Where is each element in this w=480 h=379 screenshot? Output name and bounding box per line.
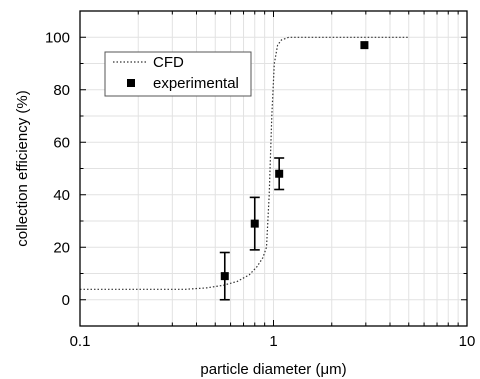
plot-content	[80, 36, 409, 301]
y-tick-label: 40	[53, 187, 70, 204]
y-tick-label: 0	[62, 292, 70, 309]
experimental-point	[250, 219, 259, 228]
x-tick-label: 10	[459, 333, 476, 350]
x-axis-title: particle diameter (μm)	[200, 361, 346, 378]
experimental-point	[360, 41, 369, 50]
y-tick-label: 80	[53, 82, 70, 99]
legend-cfd-label: CFD	[153, 54, 184, 71]
y-tick-label: 60	[53, 134, 70, 151]
y-axis-title: collection efficiency (%)	[14, 90, 31, 246]
legend-box	[104, 51, 252, 97]
x-tick-label: 0.1	[70, 333, 91, 350]
legend-experimental-label: experimental	[153, 75, 239, 92]
x-tick-label: 1	[269, 333, 277, 350]
legend-experimental-marker	[127, 79, 135, 87]
y-tick-label: 100	[45, 29, 70, 46]
experimental-point	[275, 169, 284, 178]
legend: CFD experimental	[104, 51, 252, 97]
y-tick-label: 20	[53, 239, 70, 256]
experimental-point	[220, 272, 229, 281]
